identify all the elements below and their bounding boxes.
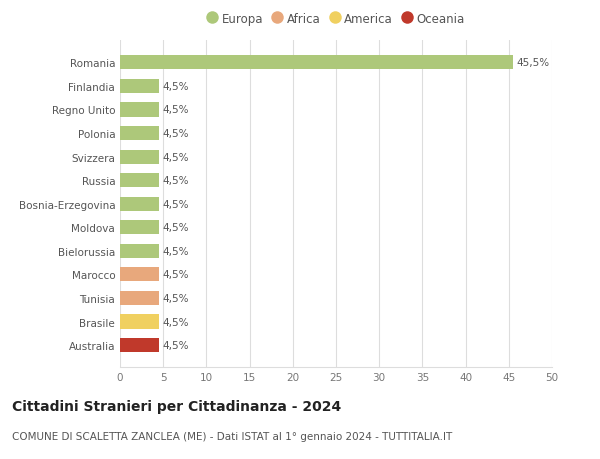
- Text: 4,5%: 4,5%: [163, 82, 189, 92]
- Bar: [120, 268, 159, 282]
- Text: 4,5%: 4,5%: [163, 317, 189, 327]
- Text: COMUNE DI SCALETTA ZANCLEA (ME) - Dati ISTAT al 1° gennaio 2024 - TUTTITALIA.IT: COMUNE DI SCALETTA ZANCLEA (ME) - Dati I…: [12, 431, 452, 442]
- Bar: [120, 150, 159, 164]
- Text: 45,5%: 45,5%: [517, 58, 550, 68]
- Text: Cittadini Stranieri per Cittadinanza - 2024: Cittadini Stranieri per Cittadinanza - 2…: [12, 399, 341, 413]
- Bar: [120, 338, 159, 353]
- Legend: Europa, Africa, America, Oceania: Europa, Africa, America, Oceania: [203, 8, 469, 30]
- Text: 4,5%: 4,5%: [163, 152, 189, 162]
- Text: 4,5%: 4,5%: [163, 270, 189, 280]
- Text: 4,5%: 4,5%: [163, 129, 189, 139]
- Text: 4,5%: 4,5%: [163, 199, 189, 209]
- Bar: [120, 221, 159, 235]
- Text: 4,5%: 4,5%: [163, 105, 189, 115]
- Bar: [120, 174, 159, 188]
- Text: 4,5%: 4,5%: [163, 223, 189, 233]
- Bar: [120, 315, 159, 329]
- Bar: [120, 291, 159, 305]
- Text: 4,5%: 4,5%: [163, 293, 189, 303]
- Bar: [120, 197, 159, 211]
- Bar: [120, 127, 159, 141]
- Bar: [120, 244, 159, 258]
- Bar: [120, 79, 159, 94]
- Text: 4,5%: 4,5%: [163, 340, 189, 350]
- Text: 4,5%: 4,5%: [163, 176, 189, 186]
- Bar: [120, 56, 513, 70]
- Bar: [120, 103, 159, 117]
- Text: 4,5%: 4,5%: [163, 246, 189, 256]
